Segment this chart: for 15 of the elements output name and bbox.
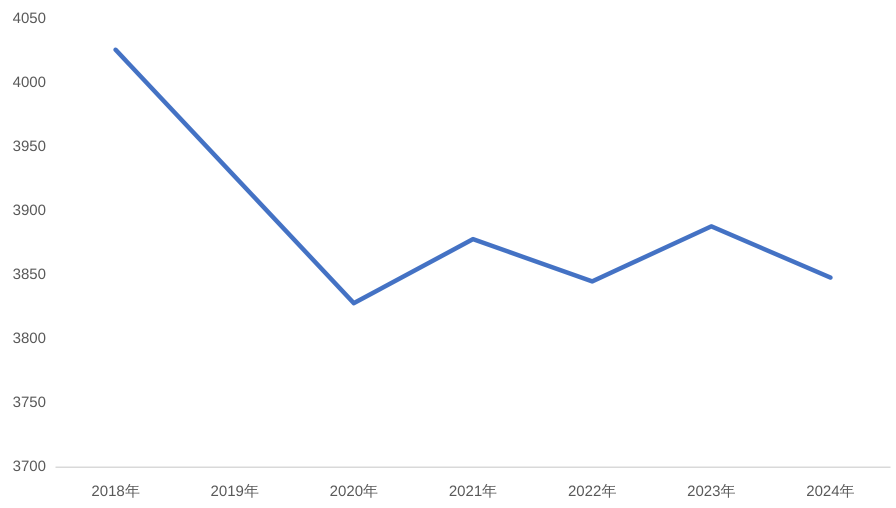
y-tick-label: 3950 bbox=[12, 138, 46, 156]
x-tick-label: 2024年 bbox=[806, 483, 855, 500]
x-tick-label: 2020年 bbox=[330, 483, 378, 500]
x-tick-label: 2018年 bbox=[91, 483, 140, 500]
y-tick-label: 3900 bbox=[12, 202, 46, 220]
y-tick-label: 4050 bbox=[12, 10, 46, 28]
x-tick-label: 2021年 bbox=[448, 483, 498, 500]
y-tick-label: 3800 bbox=[12, 330, 46, 348]
x-tick-label: 2022年 bbox=[568, 483, 616, 500]
y-tick-label: 3700 bbox=[12, 458, 46, 476]
y-tick-label: 3750 bbox=[12, 394, 46, 412]
x-tick-label: 2023年 bbox=[687, 483, 736, 500]
y-tick-label: 3850 bbox=[12, 266, 46, 284]
y-tick-label: 4000 bbox=[12, 74, 46, 92]
x-tick-label: 2019年 bbox=[210, 483, 259, 500]
